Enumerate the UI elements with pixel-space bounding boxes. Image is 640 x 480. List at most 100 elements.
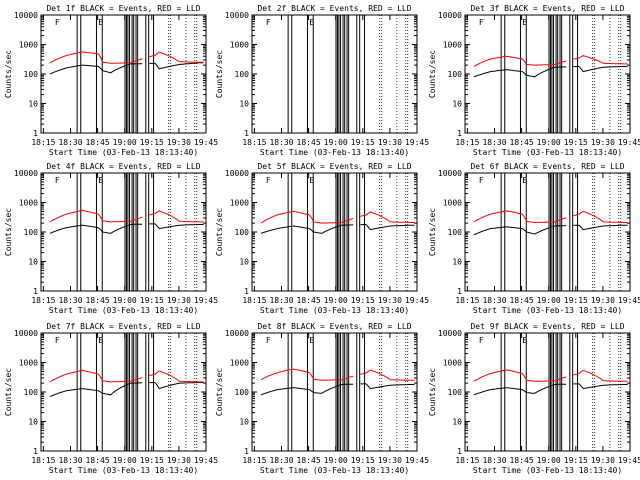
y-tick-label: 10000	[225, 329, 249, 338]
x-tick-label: 18:15	[31, 138, 55, 147]
x-axis-label: Start Time (03-Feb-13 18:13:40)	[49, 148, 198, 157]
x-tick-label: 19:30	[591, 138, 615, 147]
y-tick-label: 1000	[19, 359, 38, 368]
x-tick-label: 18:30	[58, 138, 82, 147]
series-events-segment-2	[149, 62, 204, 70]
x-tick-label: 19:00	[324, 296, 348, 305]
x-tick-label: 19:45	[405, 138, 429, 147]
series-events-segment-1	[473, 383, 567, 396]
chart-panel-7: 1 10 100 1000 10000 18:15 18:30 18:45 19:00 19:15…	[4, 322, 218, 475]
x-tick-label: 18:45	[297, 138, 321, 147]
x-tick-label: 19:30	[591, 456, 615, 465]
y-axis-label: Counts/sec	[4, 208, 13, 256]
series-events-segment-1	[473, 225, 567, 236]
y-tick-label: 1000	[443, 199, 462, 208]
x-tick-label: 19:45	[405, 456, 429, 465]
chart-title: Det 6f BLACK = Events, RED = LLD	[470, 162, 624, 171]
series-lld-segment-2	[573, 369, 628, 382]
series-lld-segment-1	[260, 210, 354, 224]
chart-panel-4: 1 10 100 1000 10000 18:15 18:30 18:45 19:00 19:15…	[4, 162, 218, 315]
x-tick-label: 19:15	[351, 296, 375, 305]
chart-title: Det 8f BLACK = Events, RED = LLD	[257, 322, 411, 331]
flag-marker-f: F	[479, 176, 484, 185]
y-axis-label: Counts/sec	[428, 50, 437, 98]
y-axis-label: Counts/sec	[215, 208, 224, 256]
x-tick-label: 19:00	[324, 138, 348, 147]
y-tick-label: 1000	[19, 199, 38, 208]
x-tick-label: 19:15	[351, 138, 375, 147]
y-tick-label: 100	[24, 228, 39, 237]
x-tick-label: 18:45	[510, 138, 534, 147]
y-tick-label: 100	[24, 388, 39, 397]
flag-marker-f: F	[55, 176, 60, 185]
series-lld-segment-1	[260, 368, 354, 381]
y-tick-label: 1	[244, 129, 249, 138]
x-tick-label: 19:45	[618, 138, 640, 147]
y-tick-label: 10	[28, 100, 38, 109]
plot-frame	[40, 172, 207, 292]
series-events-segment-1	[260, 383, 354, 396]
chart-title: Det 7f BLACK = Events, RED = LLD	[46, 322, 200, 331]
flag-marker-e: E	[309, 18, 314, 27]
x-tick-label: 19:15	[564, 456, 588, 465]
flag-marker-f: F	[55, 18, 60, 27]
y-axis-label: Counts/sec	[428, 208, 437, 256]
x-tick-label: 19:00	[537, 456, 561, 465]
flag-marker-e: E	[309, 336, 314, 345]
x-tick-label: 19:00	[113, 456, 137, 465]
x-tick-label: 18:15	[455, 296, 479, 305]
series-events-segment-2	[573, 383, 628, 390]
chart-title: Det 4f BLACK = Events, RED = LLD	[46, 162, 200, 171]
y-axis-label: Counts/sec	[215, 50, 224, 98]
flag-marker-f: F	[266, 176, 271, 185]
y-tick-label: 10000	[225, 11, 249, 20]
x-tick-label: 19:45	[618, 456, 640, 465]
y-tick-label: 1	[33, 287, 38, 296]
y-tick-label: 1	[457, 287, 462, 296]
x-axis-label: Start Time (03-Feb-13 18:13:40)	[473, 306, 622, 315]
series-lld-segment-1	[49, 209, 143, 223]
x-tick-label: 18:45	[86, 456, 110, 465]
x-tick-label: 18:45	[510, 296, 534, 305]
flag-marker-f: F	[479, 336, 484, 345]
flag-marker-f: F	[479, 18, 484, 27]
x-tick-label: 19:30	[167, 138, 191, 147]
x-tick-label: 19:00	[324, 456, 348, 465]
y-tick-label: 10000	[225, 169, 249, 178]
y-tick-label: 10	[239, 258, 249, 267]
y-tick-label: 10	[28, 418, 38, 427]
y-tick-label: 1000	[443, 41, 462, 50]
chart-panel-2: 1 10 100 1000 10000 18:15 18:30 18:45 19:00 19:15…	[215, 4, 429, 157]
x-tick-label: 19:30	[378, 296, 402, 305]
x-tick-label: 19:00	[113, 138, 137, 147]
series-lld-segment-1	[473, 55, 567, 67]
series-lld-segment-2	[149, 210, 204, 223]
y-tick-label: 100	[235, 388, 250, 397]
x-tick-label: 18:15	[31, 296, 55, 305]
chart-title: Det 3f BLACK = Events, RED = LLD	[470, 4, 624, 13]
chart-panel-3: 1 10 100 1000 10000 18:15 18:30 18:45 19:00 19:15…	[428, 4, 640, 157]
y-tick-label: 1	[33, 447, 38, 456]
x-tick-label: 18:30	[269, 456, 293, 465]
y-tick-label: 1	[457, 447, 462, 456]
plot-frame	[251, 14, 418, 134]
plot-frame	[464, 332, 631, 452]
x-tick-label: 18:45	[510, 456, 534, 465]
x-tick-label: 19:45	[405, 296, 429, 305]
series-lld-segment-1	[473, 210, 567, 223]
x-tick-label: 18:45	[86, 296, 110, 305]
y-axis-label: Counts/sec	[4, 50, 13, 98]
chart-title: Det 2f BLACK = Events, RED = LLD	[257, 4, 411, 13]
series-lld-segment-1	[49, 51, 143, 64]
y-tick-label: 1000	[443, 359, 462, 368]
y-tick-label: 10	[28, 258, 38, 267]
x-tick-label: 19:15	[140, 138, 164, 147]
series-lld-segment-2	[573, 210, 628, 223]
y-tick-label: 10000	[14, 329, 38, 338]
y-tick-label: 10000	[14, 11, 38, 20]
flag-marker-e: E	[522, 18, 527, 27]
x-tick-label: 18:30	[269, 138, 293, 147]
series-lld-segment-2	[149, 370, 204, 383]
x-tick-label: 19:15	[140, 456, 164, 465]
